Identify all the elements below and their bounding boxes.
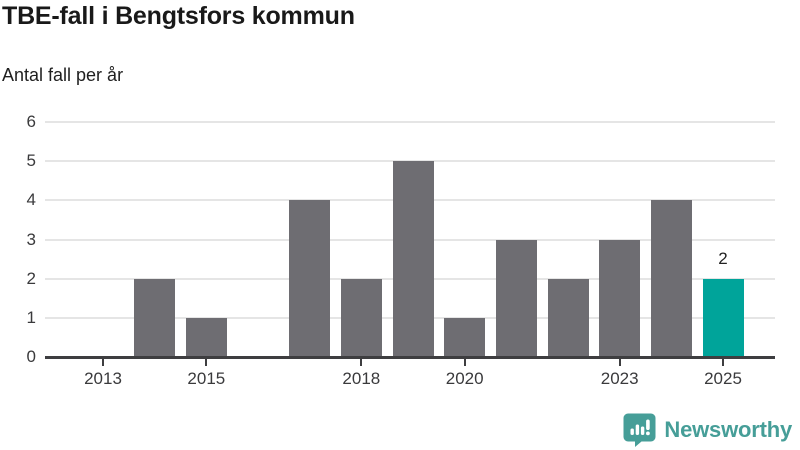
y-axis-label-1: 1 <box>26 307 36 327</box>
y-axis-label-0: 0 <box>26 347 36 366</box>
x-axis-label-2018: 2018 <box>342 369 381 388</box>
x-tick-2025 <box>722 359 724 366</box>
y-axis-label-5: 5 <box>26 151 36 171</box>
x-tick-2018 <box>360 359 363 366</box>
x-axis-label-2015: 2015 <box>187 369 226 388</box>
bar-2015 <box>185 317 227 357</box>
bar-2019 <box>392 161 434 357</box>
x-axis-label-2023: 2023 <box>600 369 639 388</box>
bar-value-label-2025: 2 <box>718 248 728 268</box>
y-axis-label-6: 6 <box>26 112 36 131</box>
bar-2023 <box>599 239 641 357</box>
x-tick-2013 <box>102 359 104 366</box>
gridline-y6 <box>45 121 775 123</box>
y-axis-label-4: 4 <box>26 190 36 210</box>
bar-2020 <box>444 317 486 357</box>
y-axis-label-2: 2 <box>26 268 36 288</box>
newsworthy-logo-text: Newsworthy <box>664 417 792 442</box>
x-tick-2023 <box>618 359 621 366</box>
bar-2022 <box>547 278 589 357</box>
newsworthy-chart-bubble-icon <box>623 413 656 447</box>
chart-subtitle: Antal fall per år <box>2 65 124 85</box>
x-axis-line <box>45 356 775 359</box>
bar-2017 <box>289 200 331 357</box>
bar-2018 <box>340 278 382 357</box>
chart-title: TBE-fall i Bengtsfors kommun <box>2 2 355 30</box>
newsworthy-logo[interactable]: Newsworthy <box>623 413 792 447</box>
bar-2024 <box>650 200 692 357</box>
x-tick-2015 <box>205 359 208 366</box>
bar-2021 <box>495 239 537 357</box>
y-axis-label-3: 3 <box>26 229 36 249</box>
x-axis-label-2020: 2020 <box>445 369 484 388</box>
x-axis-label-2025: 2025 <box>704 369 742 388</box>
bar-2014 <box>134 278 176 357</box>
bar-2025 <box>702 278 744 357</box>
x-axis-label-2013: 2013 <box>84 369 122 388</box>
x-tick-2020 <box>463 359 466 366</box>
